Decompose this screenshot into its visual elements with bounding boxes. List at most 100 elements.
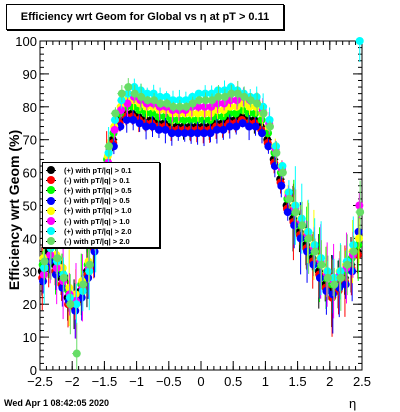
y-tick-label: 100 <box>15 34 37 49</box>
data-point <box>193 109 202 118</box>
data-point <box>259 109 268 118</box>
legend-label: (-) with pT/|q| > 0.1 <box>64 175 130 185</box>
data-point <box>156 99 165 108</box>
data-point <box>354 234 363 243</box>
y-tick-label: 10 <box>23 330 37 345</box>
data-point <box>181 96 190 105</box>
x-tick-label: 2.5 <box>353 374 371 389</box>
data-point <box>291 208 300 217</box>
data-point <box>330 280 339 289</box>
data-point <box>355 201 364 210</box>
timestamp-footer: Wed Apr 1 08:42:05 2020 <box>4 398 110 408</box>
data-point <box>90 247 99 256</box>
data-point <box>296 234 305 243</box>
data-point <box>186 115 195 124</box>
data-point <box>150 96 159 105</box>
x-tick-label: 0 <box>197 374 204 389</box>
data-point <box>206 115 215 124</box>
data-point <box>245 122 254 131</box>
data-point <box>304 234 313 243</box>
data-point <box>253 99 262 108</box>
data-point <box>130 89 139 98</box>
data-point <box>298 221 307 230</box>
data-point <box>343 260 352 269</box>
data-point <box>117 89 126 98</box>
legend-label: (+) with pT/|q| > 2.0 <box>64 226 132 236</box>
data-point <box>265 122 274 131</box>
y-tick-label: 60 <box>23 166 37 181</box>
data-point <box>220 92 229 101</box>
data-point <box>148 122 157 131</box>
y-tick-label: 0 <box>30 363 37 378</box>
data-point <box>154 112 163 121</box>
legend-marker <box>46 185 56 195</box>
x-tick-label: −2 <box>65 374 80 389</box>
data-point <box>278 162 287 171</box>
data-point <box>180 129 189 138</box>
data-point <box>214 92 223 101</box>
data-point <box>240 92 249 101</box>
y-tick-label: 90 <box>23 67 37 82</box>
data-point <box>311 247 320 256</box>
data-point <box>200 129 209 138</box>
data-point <box>122 115 131 124</box>
data-point <box>141 109 150 118</box>
data-point <box>201 96 210 105</box>
data-point <box>169 102 178 111</box>
data-point <box>277 181 286 190</box>
data-point <box>40 257 49 266</box>
legend-entry: (-) with pT/|q| > 1.0 <box>46 216 156 226</box>
chart-title: Efficiency wrt Geom for Global vs η at p… <box>6 4 284 30</box>
legend-marker <box>46 206 56 216</box>
legend-label: (-) with pT/|q| > 1.0 <box>64 216 130 226</box>
x-tick-label: 2 <box>326 374 333 389</box>
data-point <box>123 99 132 108</box>
data-point <box>317 260 326 269</box>
data-point <box>341 280 350 289</box>
data-point <box>233 89 242 98</box>
data-point <box>72 349 81 358</box>
data-point <box>270 162 279 171</box>
data-point <box>199 115 208 124</box>
data-point <box>272 148 281 157</box>
legend-entry: (+) with pT/|q| > 2.0 <box>46 226 156 236</box>
data-point <box>53 254 62 263</box>
legend-entry: (+) with pT/|q| > 0.1 <box>46 165 156 175</box>
data-point <box>187 129 196 138</box>
data-point <box>66 300 75 309</box>
x-tick-label: −1 <box>129 374 144 389</box>
legend-marker <box>46 226 56 236</box>
data-point <box>174 129 183 138</box>
x-tick-label: −2.5 <box>27 374 53 389</box>
legend-marker <box>46 165 56 175</box>
x-tick-label: −0.5 <box>156 374 182 389</box>
data-point <box>283 208 292 217</box>
data-point <box>193 115 202 124</box>
y-tick-label: 20 <box>23 297 37 312</box>
data-point <box>207 102 216 111</box>
data-point <box>219 125 228 134</box>
data-point <box>148 109 157 118</box>
legend-marker <box>46 216 56 226</box>
data-point <box>206 129 215 138</box>
data-point <box>290 221 299 230</box>
data-point <box>168 96 177 105</box>
data-point <box>336 273 345 282</box>
data-point <box>220 99 229 108</box>
legend-marker <box>46 196 56 206</box>
x-axis-label: η <box>349 396 357 411</box>
legend-label: (-) with pT/|q| > 0.5 <box>64 196 130 206</box>
data-point <box>167 115 176 124</box>
x-tick-label: 0.5 <box>224 374 242 389</box>
x-tick-label: 1.5 <box>289 374 307 389</box>
data-point <box>175 102 184 111</box>
y-tick-label: 30 <box>23 264 37 279</box>
legend-marker <box>46 175 56 185</box>
legend: (+) with pT/|q| > 0.1 (-) with pT/|q| > 0… <box>42 162 160 248</box>
data-point <box>143 96 152 105</box>
data-point <box>124 83 133 92</box>
data-point <box>135 119 144 128</box>
data-point <box>285 194 294 203</box>
legend-label: (+) with pT/|q| > 1.0 <box>64 206 132 216</box>
